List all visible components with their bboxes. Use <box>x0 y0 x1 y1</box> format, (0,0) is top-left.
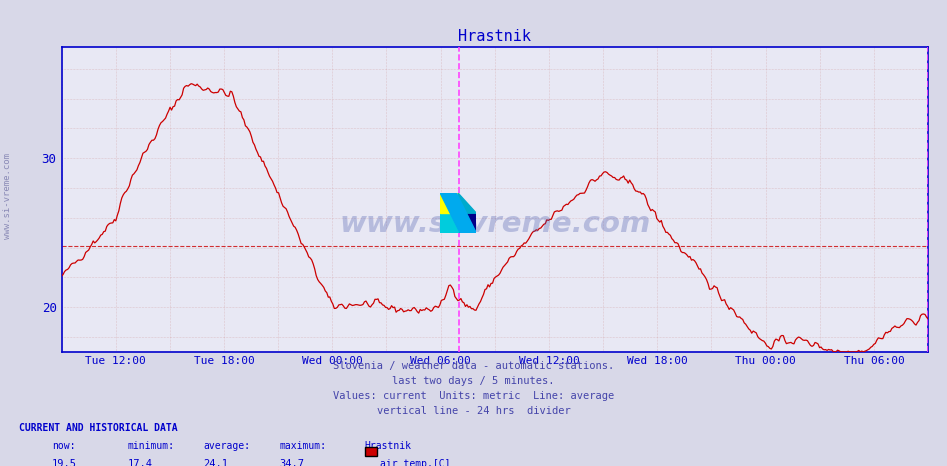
Text: last two days / 5 minutes.: last two days / 5 minutes. <box>392 376 555 386</box>
Text: www.si-vreme.com: www.si-vreme.com <box>3 153 12 239</box>
Polygon shape <box>458 193 476 213</box>
Text: www.si-vreme.com: www.si-vreme.com <box>339 210 651 238</box>
Polygon shape <box>440 193 476 233</box>
Title: Hrastnik: Hrastnik <box>458 29 531 44</box>
Text: vertical line - 24 hrs  divider: vertical line - 24 hrs divider <box>377 406 570 416</box>
Text: 19.5: 19.5 <box>52 459 77 466</box>
Bar <box>440 193 458 213</box>
Text: air temp.[C]: air temp.[C] <box>380 459 450 466</box>
Text: Hrastnik: Hrastnik <box>365 441 412 451</box>
Text: Slovenia / weather data - automatic stations.: Slovenia / weather data - automatic stat… <box>333 361 614 371</box>
Bar <box>440 213 458 233</box>
Text: maximum:: maximum: <box>279 441 327 451</box>
Text: Values: current  Units: metric  Line: average: Values: current Units: metric Line: aver… <box>333 391 614 401</box>
Text: CURRENT AND HISTORICAL DATA: CURRENT AND HISTORICAL DATA <box>19 423 178 433</box>
Text: minimum:: minimum: <box>128 441 175 451</box>
Text: average:: average: <box>204 441 251 451</box>
Bar <box>458 213 476 233</box>
Text: now:: now: <box>52 441 76 451</box>
Text: 24.1: 24.1 <box>204 459 228 466</box>
Text: 17.4: 17.4 <box>128 459 152 466</box>
Text: 34.7: 34.7 <box>279 459 304 466</box>
Polygon shape <box>440 193 458 213</box>
